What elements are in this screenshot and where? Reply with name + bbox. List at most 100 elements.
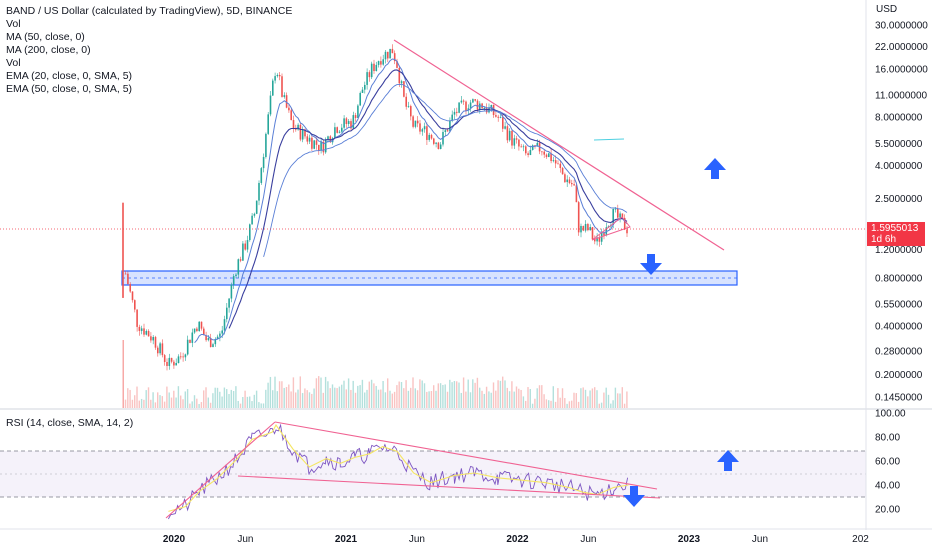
volume-bar — [621, 387, 624, 408]
volume-bar — [366, 389, 368, 408]
candle-body — [173, 361, 175, 366]
candle-body — [269, 95, 272, 115]
legend-ema-50[interactable]: EMA (50, close, 0, SMA, 5) — [6, 83, 133, 95]
candle-body — [479, 103, 481, 110]
volume-bar — [255, 390, 258, 408]
candle-body — [384, 51, 387, 60]
price-axis[interactable]: 30.0000000 22.0000000 16.0000000 11.0000000… — [875, 21, 928, 404]
price-tick-label: 0.8000000 — [875, 273, 923, 284]
candle-body — [357, 105, 359, 118]
volume-bar — [543, 394, 545, 408]
candle-body — [559, 163, 562, 169]
candle-body — [373, 63, 375, 72]
candle-body — [311, 137, 313, 149]
moving-averages — [194, 58, 628, 344]
volume-bar — [577, 401, 580, 408]
volume-bar — [196, 398, 198, 408]
legend-vol-2[interactable]: Vol — [6, 57, 21, 69]
volume-bar — [600, 402, 603, 408]
candle-body — [612, 208, 615, 225]
legend-vol[interactable]: Vol — [6, 18, 21, 30]
volume-bar — [274, 376, 276, 408]
volume-bar — [485, 386, 488, 408]
rsi-axis[interactable]: 100.00 80.00 60.00 40.00 20.00 — [875, 409, 906, 516]
volume-bar — [525, 400, 527, 408]
short-horizontal-line[interactable] — [593, 138, 625, 141]
support-zone[interactable] — [121, 270, 738, 286]
candle-body — [584, 223, 587, 231]
candle-body — [594, 239, 596, 242]
volume-bar — [398, 381, 400, 408]
volume-bar — [127, 388, 129, 408]
volume-bar — [182, 399, 184, 408]
volume-bar — [131, 399, 134, 408]
volume-bar — [272, 390, 274, 408]
candle-body — [561, 168, 564, 175]
legend-ma-200[interactable]: MA (200, close, 0) — [6, 44, 91, 56]
volume-bar — [147, 387, 150, 408]
volume-bar — [442, 384, 444, 408]
candle-body — [564, 174, 566, 183]
candle-body — [587, 223, 589, 231]
volume-bar — [534, 398, 536, 408]
candle-body — [600, 233, 603, 242]
candle-body — [591, 227, 594, 240]
candle-body — [212, 344, 214, 348]
volume-bar — [536, 388, 538, 408]
volume-bar — [345, 389, 348, 408]
legend-ma-50[interactable]: MA (50, close, 0) — [6, 31, 85, 43]
candle-body — [347, 121, 350, 125]
volume-bar — [205, 387, 207, 408]
candle-body — [198, 321, 201, 332]
descending-trendline[interactable] — [393, 39, 725, 251]
volume-bar — [594, 387, 596, 408]
candle-body — [467, 108, 470, 111]
volume-bar — [419, 379, 421, 408]
volume-bar — [515, 386, 518, 408]
volume-bar — [140, 398, 143, 408]
volume-bar — [341, 384, 343, 408]
rsi-legend[interactable]: RSI (14, close, SMA, 14, 2) — [6, 417, 134, 429]
candle-body — [423, 126, 426, 130]
rsi-triangle[interactable] — [165, 421, 661, 519]
volume-bar — [451, 382, 453, 408]
candle-body — [437, 142, 440, 149]
candle-body — [476, 100, 479, 110]
volume-bar — [382, 380, 384, 408]
volume-bar — [299, 376, 302, 408]
volume-bar — [230, 389, 233, 408]
candle-body — [554, 160, 557, 164]
time-tick-label: Jun — [580, 534, 596, 545]
volume-bar — [193, 395, 196, 408]
legend-ema-20[interactable]: EMA (20, close, 0, SMA, 5) — [6, 70, 133, 82]
chart-title[interactable]: BAND / US Dollar (calculated by TradingV… — [6, 5, 293, 17]
volume-bar — [504, 380, 506, 408]
volume-bar — [474, 382, 476, 408]
candle-body — [191, 332, 194, 343]
volume-bar — [488, 391, 490, 408]
volume-bar — [161, 396, 164, 408]
volume-bar — [375, 385, 377, 408]
volume-bar — [168, 392, 170, 408]
candle-body — [272, 80, 274, 96]
candle-body — [239, 259, 242, 261]
volume-bar — [239, 403, 242, 408]
candle-body — [281, 76, 283, 97]
candle-body — [219, 333, 221, 337]
candle-body — [614, 208, 617, 210]
candle-body — [566, 179, 569, 183]
candle-body — [518, 139, 520, 147]
candle-body — [260, 168, 263, 183]
time-axis[interactable]: 2020 Jun 2021 Jun 2022 Jun 2023 Jun 202 — [163, 534, 869, 545]
price-triangle[interactable] — [591, 216, 631, 241]
volume-bar — [412, 377, 414, 408]
candle-body — [416, 120, 419, 124]
volume-bar — [354, 392, 357, 408]
arrow-down-icon — [640, 254, 662, 275]
volume-bar — [460, 392, 463, 408]
candle-body — [336, 127, 339, 133]
volume-bar — [364, 392, 366, 408]
candle-body — [444, 130, 447, 132]
candle-body — [170, 357, 173, 362]
